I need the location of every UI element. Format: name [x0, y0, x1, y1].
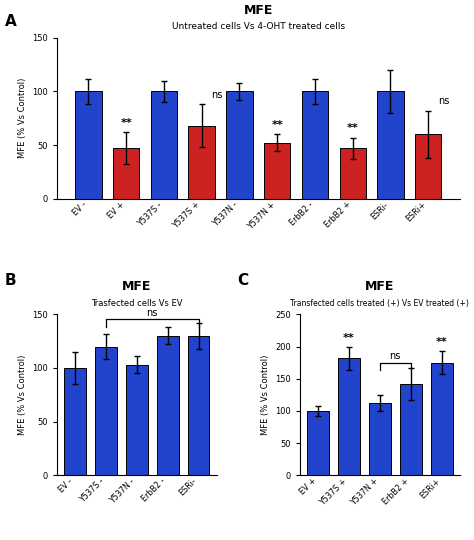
Bar: [157, 336, 179, 475]
Bar: [264, 143, 291, 199]
Bar: [339, 148, 366, 199]
Bar: [95, 347, 117, 475]
Text: **: **: [120, 118, 132, 128]
Text: ns: ns: [390, 352, 401, 361]
Y-axis label: MFE (% Vs Control): MFE (% Vs Control): [18, 355, 27, 435]
Bar: [113, 148, 139, 199]
Text: B: B: [5, 273, 17, 288]
Bar: [75, 91, 101, 199]
Text: **: **: [347, 123, 359, 133]
Text: **: **: [271, 120, 283, 130]
Text: Trasfected cells Vs EV: Trasfected cells Vs EV: [91, 299, 182, 308]
Bar: [338, 358, 360, 475]
Bar: [431, 363, 453, 475]
Y-axis label: MFE (% Vs Control): MFE (% Vs Control): [18, 78, 27, 158]
Text: Transfected cells treated (+) Vs EV treated (+): Transfected cells treated (+) Vs EV trea…: [291, 299, 469, 308]
Bar: [377, 91, 404, 199]
Bar: [369, 403, 391, 475]
Text: **: **: [343, 333, 355, 343]
Text: ns: ns: [438, 97, 449, 106]
Text: MFE: MFE: [244, 4, 273, 17]
Bar: [189, 126, 215, 199]
Text: MFE: MFE: [122, 280, 152, 293]
Text: Untreated cells Vs 4-OHT treated cells: Untreated cells Vs 4-OHT treated cells: [172, 22, 345, 31]
Text: **: **: [436, 337, 447, 347]
Bar: [151, 91, 177, 199]
Text: A: A: [5, 14, 17, 29]
Text: C: C: [237, 273, 248, 288]
Bar: [302, 91, 328, 199]
Bar: [226, 91, 253, 199]
Bar: [64, 368, 86, 475]
Text: ns: ns: [146, 308, 158, 318]
Y-axis label: MFE (% Vs Control): MFE (% Vs Control): [261, 355, 270, 435]
Bar: [307, 411, 329, 475]
Text: MFE: MFE: [365, 280, 394, 293]
Text: ns: ns: [211, 90, 222, 100]
Bar: [400, 384, 421, 475]
Bar: [126, 365, 147, 475]
Bar: [415, 134, 441, 199]
Bar: [188, 336, 210, 475]
